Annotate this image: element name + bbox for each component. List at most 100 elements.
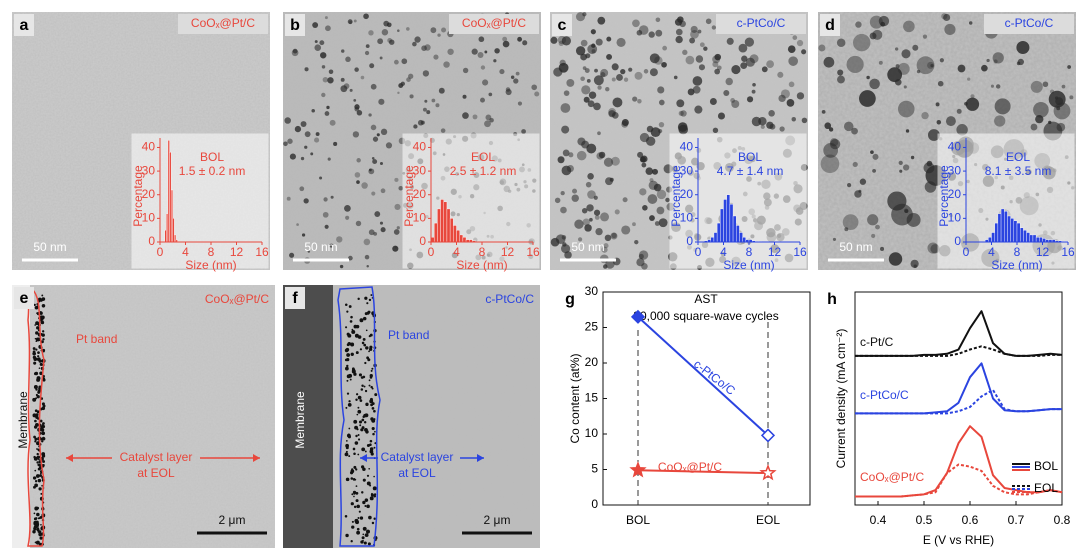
particle [494,48,500,54]
particle [324,224,329,229]
particle [586,143,597,154]
particle [430,27,437,34]
pt-particle [353,452,356,456]
particle [796,39,804,47]
particle [778,94,786,103]
particle [725,77,733,86]
particle [878,60,883,65]
particle [566,164,574,173]
y-tick-label: 20 [680,187,694,201]
particle [286,196,291,201]
pt-particle [358,510,361,513]
pt-particle [33,385,38,390]
y-tick-label: 20 [948,187,962,201]
particle [574,219,584,229]
particle [766,60,774,68]
particle [389,39,395,45]
particle [649,178,654,183]
sample-label: CoOₓ@Pt/C [191,16,255,30]
particle [731,65,741,75]
particle [916,56,935,75]
sample-label: CoOₓ@Pt/C [462,16,526,30]
pt-particle [346,379,349,382]
particle [379,56,383,60]
hist-bar [726,194,731,243]
pt-particle [42,348,46,352]
particle [584,68,590,73]
membrane-label: Membrane [293,391,307,449]
particle [611,232,617,239]
particle [354,172,361,178]
particle [394,246,398,249]
pt-particle [357,406,360,409]
particle [829,138,841,150]
hist-bar [449,218,454,243]
particle [716,65,722,71]
hist-bar [169,151,172,243]
particle [656,189,667,200]
particle [820,154,840,174]
particle [620,69,626,75]
hist-bar [1023,229,1027,243]
inset-box [937,133,1075,269]
pt-particle [349,378,352,381]
hist-bar [713,232,718,243]
pt-particle [346,374,351,379]
particle [880,246,885,251]
particle [307,250,311,253]
pt-particle [373,409,376,413]
x-tick-label: 16 [526,245,540,259]
pt-particle [40,425,44,429]
particle [956,124,968,136]
particle [595,38,603,46]
particle [792,35,798,40]
particle [1048,90,1066,108]
scale-label: 2 μm [219,513,246,527]
pt-particle [368,298,372,302]
y-tick-label: 20 [585,355,599,369]
particle [712,55,721,64]
particle [870,150,874,154]
particle [692,76,703,86]
particle [637,151,644,158]
particle [394,203,401,210]
particle [875,224,880,230]
particle [634,71,643,80]
particle [580,39,588,47]
pt-particle [345,406,348,409]
particle [717,112,726,120]
pt-particle [39,362,43,366]
particle [1016,61,1021,66]
particle [593,209,601,216]
pt-particle [362,500,366,505]
particle [647,194,658,204]
y-tick-label: 30 [585,284,599,298]
inset-box [402,133,540,269]
hist-bar [720,208,724,243]
pt-particle [370,385,373,389]
particle [328,69,334,74]
particle [634,239,639,245]
particle [821,110,826,114]
y-tick-label: 15 [585,391,599,405]
pt-particle [36,483,38,486]
pt-particle [364,296,368,300]
particle [1030,123,1038,131]
particle [394,59,399,65]
particle [836,38,846,47]
pt-particle [364,450,367,453]
pt-particle [362,539,364,542]
particle [621,225,631,235]
particle [591,43,596,48]
pt-particle [351,367,355,371]
pt-particle [350,315,353,319]
pt-particle [361,341,365,345]
particle [582,12,587,17]
pt-particle [35,397,38,400]
particle [945,116,956,127]
annotation: AST [694,292,718,306]
y-tick-label: 20 [142,187,156,201]
pt-particle [359,424,362,427]
annotation: EOL [1006,150,1030,164]
particle [869,78,880,90]
